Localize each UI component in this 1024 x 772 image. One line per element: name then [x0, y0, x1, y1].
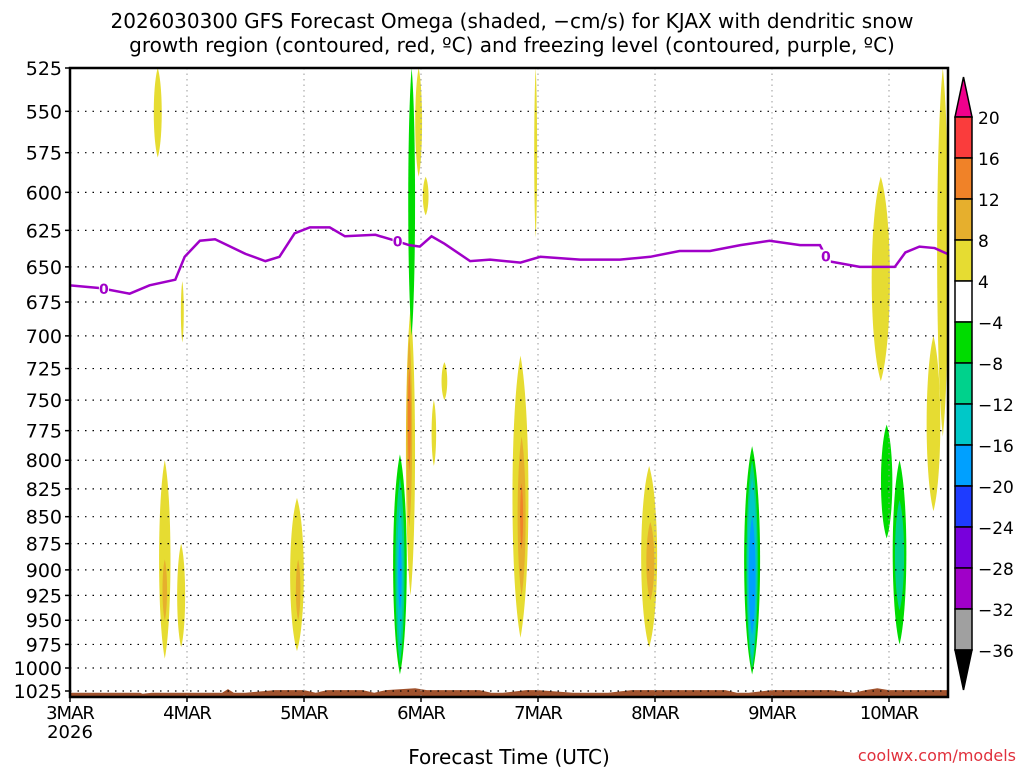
x-tick-label: 3MAR — [46, 703, 94, 724]
colorbar-swatch — [954, 157, 973, 200]
x-tick-label: 4MAR — [163, 703, 211, 724]
omega-feature-30 — [880, 424, 893, 539]
colorbar-legend: 20 16 12 8 4 −4 −8 −12 −16 −20 −24 −28 −32 −36 — [954, 76, 1014, 691]
y-tick-label: 800 — [26, 450, 62, 472]
omega-feature-4 — [180, 281, 184, 343]
y-tick-label: 775 — [26, 421, 62, 443]
colorbar-label: 16 — [978, 150, 1000, 170]
y-tick-label: 675 — [26, 292, 62, 314]
colorbar-label: −20 — [978, 478, 1014, 498]
colorbar-swatch — [954, 526, 973, 569]
colorbar-label: 20 — [978, 109, 1000, 129]
y-tick-label: 900 — [26, 560, 62, 582]
credit-text: coolwx.com/models — [858, 746, 1016, 765]
omega-feature-15 — [415, 68, 423, 177]
freezing-level-label: 0 — [821, 250, 831, 266]
x-tick-label: 7MAR — [514, 703, 562, 724]
x-tick-label: 9MAR — [748, 703, 796, 724]
y-tick-label: 1025 — [14, 681, 62, 703]
omega-feature-17 — [431, 400, 437, 467]
x-tick-sublabel: 2026 — [47, 722, 93, 743]
y-tick-label: 700 — [26, 326, 62, 348]
colorbar-swatch — [954, 198, 973, 241]
colorbar-label: 8 — [978, 232, 989, 252]
omega-feature-16 — [422, 176, 429, 216]
colorbar-swatch — [954, 239, 973, 282]
terrain-fill — [70, 688, 948, 697]
colorbar-swatch — [954, 567, 973, 610]
x-axis-label: Forecast Time (UTC) — [408, 745, 610, 768]
colorbar-under-triangle — [954, 649, 973, 691]
colorbar-label: −32 — [978, 601, 1014, 621]
x-tick-label: 10MAR — [860, 703, 919, 724]
omega-feature-6 — [295, 559, 301, 621]
colorbar-label: −28 — [978, 560, 1014, 580]
x-tick-label: 6MAR — [397, 703, 445, 724]
omega-feature-22 — [520, 483, 524, 549]
y-tick-label: 575 — [26, 143, 62, 165]
y-tick-label: 650 — [26, 257, 62, 279]
contour-label-bg — [98, 281, 109, 296]
y-tick-label: 925 — [26, 585, 62, 607]
colorbar-swatch — [954, 116, 973, 159]
colorbar-label: −12 — [978, 396, 1014, 416]
colorbar-swatch — [954, 362, 973, 405]
colorbar-swatch — [954, 608, 973, 651]
omega-feature-10 — [398, 538, 402, 611]
y-tick-label: 600 — [26, 182, 62, 204]
freezing-level-line — [70, 226, 948, 295]
colorbar-label: −4 — [978, 314, 1003, 334]
omega-feature-13 — [407, 368, 411, 472]
colorbar-swatch — [954, 403, 973, 446]
omega-feature-14 — [408, 68, 416, 336]
y-tick-label: 950 — [26, 610, 62, 632]
colorbar-swatch — [954, 485, 973, 528]
omega-feature-1 — [159, 460, 171, 659]
y-tick-label: 875 — [26, 534, 62, 556]
y-tick-label: 750 — [26, 390, 62, 412]
plot-content: 0 0 0 — [70, 68, 948, 697]
colorbar-swatch — [954, 321, 973, 364]
colorbar-swatch — [954, 444, 973, 487]
colorbar-over-triangle — [954, 76, 973, 118]
y-tick-label: 1000 — [14, 658, 62, 680]
y-tick-label: 850 — [26, 507, 62, 529]
freezing-level-label: 0 — [393, 234, 403, 250]
contour-label-bg — [820, 249, 831, 264]
omega-feature-18 — [441, 362, 448, 401]
colorbar-swatch — [954, 280, 973, 323]
omega-feature-0 — [153, 68, 162, 158]
colorbar-label: 12 — [978, 191, 1000, 211]
omega-feature-33 — [926, 335, 941, 512]
colorbar-label: −16 — [978, 437, 1014, 457]
chart-title-line1: 2026030300 GFS Forecast Omega (shaded, −… — [111, 9, 914, 33]
plot-area: 0 0 0 525 550 575 600 625 650 675 700 725 750 775 800 8… — [14, 58, 950, 743]
y-tick-label: 825 — [26, 479, 62, 501]
colorbar-label: −36 — [978, 642, 1014, 662]
omega-feature-32 — [894, 500, 905, 611]
chart-title-line2: growth region (contoured, red, ºC) and f… — [129, 33, 895, 57]
omega-feature-28 — [748, 516, 756, 635]
y-tick-label: 725 — [26, 359, 62, 381]
omega-feature-24 — [646, 522, 655, 601]
colorbar-label: −8 — [978, 355, 1003, 375]
y-tick-label: 625 — [26, 220, 62, 242]
omega-feature-29 — [871, 176, 890, 382]
contour-label-bg — [392, 234, 403, 249]
x-tick-label: 8MAR — [631, 703, 679, 724]
y-tick-label: 525 — [26, 58, 62, 80]
y-tick-label: 975 — [26, 634, 62, 656]
plot-frame — [68, 66, 950, 699]
colorbar-label: 4 — [978, 273, 989, 293]
x-tick-label: 5MAR — [280, 703, 328, 724]
freezing-level-label: 0 — [99, 282, 109, 298]
y-tick-label: 550 — [26, 101, 62, 123]
omega-feature-2 — [162, 559, 168, 621]
colorbar-label: −24 — [978, 519, 1014, 539]
